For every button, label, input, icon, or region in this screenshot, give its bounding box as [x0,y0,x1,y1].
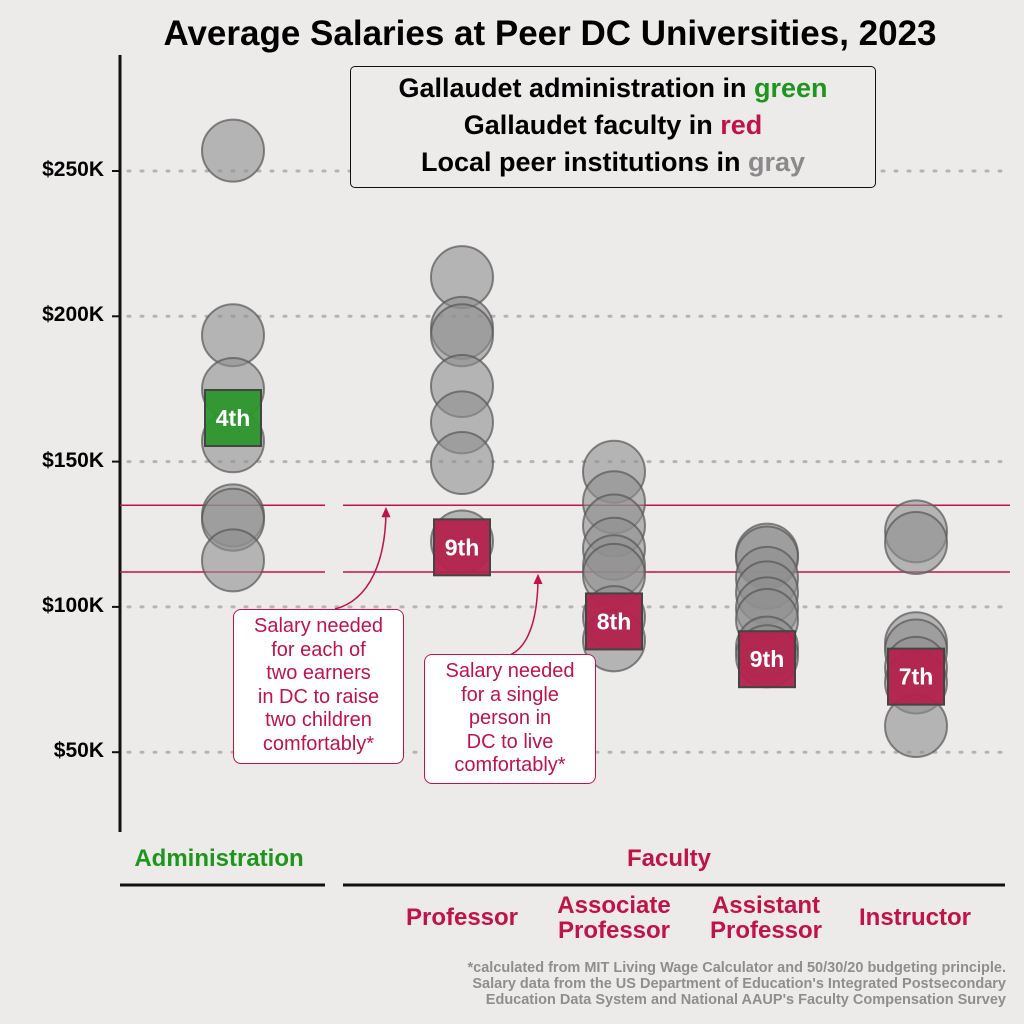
annotation-line: comfortably* [262,732,375,755]
label-line: Associate [557,892,671,919]
y-tick-label: $50K [53,739,104,762]
gallaudet-point-instr [887,647,945,706]
annotation-line: DC to live [466,730,554,753]
peer-point-admin [201,303,265,368]
footnote: *calculated from MIT Living Wage Calcula… [468,960,1006,1008]
category-label-instructor: Instructor [858,904,971,931]
annotation-line: in DC to raise [257,685,380,708]
footnote-line: Education Data System and National AAUP'… [485,992,1006,1008]
annotation-line: Salary needed [445,660,575,682]
y-tick-label: $100K [42,594,104,617]
group-label-faculty: Faculty [626,845,712,872]
gallaudet-point-assoc [585,592,643,651]
legend-red-word: red [720,110,763,140]
peer-point-admin [201,528,265,593]
category-label-associate-professor: Associate Professor [524,893,704,943]
annotation-line: Salary needed [254,615,383,637]
peer-point-instr [884,510,948,575]
legend-green-word: green [754,73,828,103]
legend-gray-word: gray [748,147,806,177]
annotation-two-earners: Salary needed for each of two earners in… [233,609,404,764]
annotation-line: for a single [461,683,559,706]
annotation-single-person: Salary needed for a single person in DC … [424,654,596,784]
footnote-line: Salary data from the US Department of Ed… [472,976,1006,992]
annotation-line: comfortably* [454,754,566,776]
rank-label-admin: 4th [216,405,251,431]
chart-title: Average Salaries at Peer DC Universities… [163,14,937,53]
y-tick-label: $200K [42,303,104,326]
category-label-professor: Professor [405,904,519,931]
y-tick-label: $150K [42,449,104,472]
peer-point-prof [430,431,494,496]
gallaudet-point-asst [738,630,796,689]
rank-label-instr: 7th [899,664,934,690]
annotation-line: two earners [266,662,371,684]
annotation-arrow [334,509,387,610]
category-label-assistant-professor: Assistant Professor [676,893,856,943]
annotation-line: for each of [271,638,366,661]
legend: Gallaudet administration in green Gallau… [350,66,876,188]
arrow-head [533,573,543,585]
annotation-arrow [509,576,539,656]
legend-text: Gallaudet administration in [398,73,755,103]
label-line: Professor [709,917,823,944]
peer-point-admin [201,118,265,183]
footnote-line: *calculated from MIT Living Wage Calcula… [467,960,1006,976]
legend-text: Gallaudet faculty in [463,110,721,140]
gallaudet-point-admin [204,389,262,448]
label-line: Assistant [711,892,821,919]
arrow-head [381,506,391,518]
label-line: Professor [557,917,671,944]
annotation-line: two children [265,709,372,731]
rank-label-prof: 9th [445,534,480,560]
rank-label-asst: 9th [750,646,785,672]
legend-text: Local peer institutions in [420,147,748,177]
gallaudet-point-prof [433,518,491,577]
annotation-line: person in [468,707,552,729]
group-label-administration: Administration [134,845,304,872]
y-tick-label: $250K [42,158,104,181]
rank-label-assoc: 8th [597,608,632,634]
